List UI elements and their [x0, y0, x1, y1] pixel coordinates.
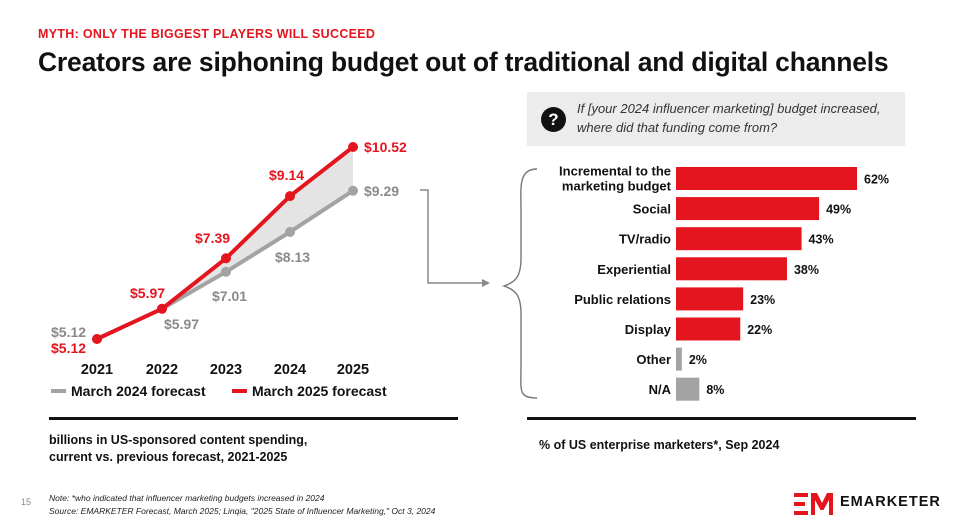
bar-0: [676, 167, 858, 190]
caption-line-2: current vs. previous forecast, 2021-2025: [49, 450, 288, 464]
x-tick-2025: 2025: [337, 362, 369, 378]
bar-value-0: 62%: [864, 173, 889, 187]
source-text: Source: EMARKETER Forecast, March 2025; …: [49, 506, 436, 516]
brace-icon: [501, 168, 538, 399]
bar-value-1: 49%: [826, 203, 851, 217]
point-2025-2025: [348, 142, 358, 152]
bar-value-4: 23%: [750, 293, 775, 307]
note-text: Note: *who indicated that influencer mar…: [49, 493, 325, 503]
label-2024-2025: $9.29: [364, 183, 399, 199]
label-2025-2022: $5.97: [130, 285, 165, 301]
brand-name: EMARKETER: [840, 494, 941, 510]
bar-value-7: 8%: [706, 383, 724, 397]
page-title: Creators are siphoning budget out of tra…: [38, 47, 889, 77]
emarketer-logo-icon: [794, 493, 833, 515]
label-2025-2025: $10.52: [364, 139, 407, 155]
label-2024-2023: $7.01: [212, 288, 247, 304]
arrow-head-icon: [482, 279, 490, 287]
footnote: Note: *who indicated that influencer mar…: [49, 492, 435, 518]
line-chart-caption: billions in US-sponsored content spendin…: [49, 432, 307, 466]
caption-line-1: billions in US-sponsored content spendin…: [49, 433, 308, 447]
bar-label-3-0: Experiential: [597, 262, 671, 277]
bar-3: [676, 257, 787, 281]
label-2024-2024: $8.13: [275, 249, 310, 265]
bar-label-6-0: Other: [636, 352, 671, 367]
bar-1: [676, 197, 820, 221]
bar-label-5-0: Display: [625, 322, 672, 337]
x-tick-2023: 2023: [210, 362, 242, 378]
bar-label-4-0: Public relations: [574, 292, 671, 307]
legend-label-2024: March 2024 forecast: [71, 383, 206, 399]
bar-label-1-0: Social: [633, 202, 671, 217]
label-2025-2023: $7.39: [195, 230, 230, 246]
question-box: ? If [your 2024 influencer marketing] bu…: [527, 92, 905, 146]
label-2025-2021: $5.12: [51, 340, 86, 356]
bar-5: [676, 317, 741, 341]
point-2025-2021: [92, 334, 102, 344]
label-2024-2021: $5.12: [51, 324, 86, 340]
bar-6: [676, 347, 682, 371]
bar-value-5: 22%: [747, 323, 772, 337]
x-tick-2024: 2024: [274, 362, 306, 378]
bar-4: [676, 287, 744, 311]
x-tick-2021: 2021: [81, 362, 113, 378]
line-chart: $5.12 $5.97 $7.01 $8.13 $9.29 $5.12 $5.97 $7.39…: [51, 139, 407, 399]
label-2025-2024: $9.14: [269, 167, 304, 183]
question-icon: ?: [541, 107, 566, 132]
bar-label-0-0: Incremental to the: [559, 164, 671, 179]
x-tick-2022: 2022: [146, 362, 178, 378]
legend-label-2025: March 2025 forecast: [252, 383, 387, 399]
bar-label-7-0: N/A: [649, 382, 672, 397]
right-divider: [527, 417, 916, 420]
connector: [420, 168, 538, 399]
bar-2: [676, 227, 802, 251]
bar-label-0-1: marketing budget: [562, 179, 672, 194]
left-divider: [49, 417, 458, 420]
label-2024-2022: $5.97: [164, 316, 199, 332]
bar-value-3: 38%: [794, 263, 819, 277]
bar-value-6: 2%: [689, 353, 707, 367]
bar-label-2-0: TV/radio: [619, 232, 671, 247]
point-2025-2023: [221, 253, 231, 264]
bar-chart-caption: % of US enterprise marketers*, Sep 2024: [539, 438, 780, 452]
bar-7: [676, 377, 700, 401]
bar-value-2: 43%: [809, 233, 834, 247]
connector-line: [420, 189, 482, 284]
page-number: 15: [21, 497, 32, 507]
point-2024-2025: [348, 185, 358, 196]
point-2025-2024: [285, 191, 295, 202]
point-2025-2022: [157, 303, 167, 314]
point-2024-2023: [221, 266, 231, 277]
question-text: If [your 2024 influencer marketing] budg…: [577, 101, 881, 135]
point-2024-2024: [285, 226, 295, 237]
kicker-text: MYTH: ONLY THE BIGGEST PLAYERS WILL SUCC…: [38, 27, 376, 41]
